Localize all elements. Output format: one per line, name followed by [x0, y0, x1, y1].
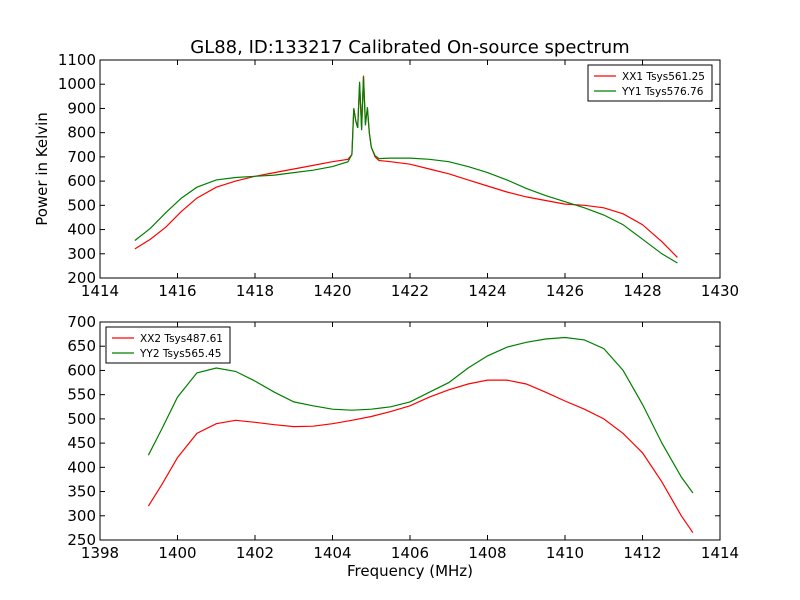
figure-title: GL88, ID:133217 Calibrated On-source spe… — [190, 37, 629, 58]
y-tick-label: 700 — [67, 148, 96, 166]
x-tick-label: 1424 — [468, 282, 506, 300]
y-tick-label: 300 — [67, 507, 96, 525]
y-tick-label: 600 — [67, 172, 96, 190]
y-tick-label: 450 — [67, 434, 96, 452]
legend-label: XX2 Tsys487.61 — [140, 333, 223, 345]
y-tick-label: 250 — [67, 531, 96, 549]
y-tick-label: 550 — [67, 386, 96, 404]
x-tick-label: 1428 — [623, 282, 661, 300]
legend-box — [105, 326, 231, 364]
x-tick-label: 1430 — [701, 282, 739, 300]
y-tick-label: 350 — [67, 483, 96, 501]
x-tick-label: 1400 — [158, 544, 196, 562]
series-line-yy1 — [134, 76, 678, 264]
y-tick-label: 800 — [67, 124, 96, 142]
x-tick-label: 1402 — [236, 544, 274, 562]
x-tick-label: 1426 — [546, 282, 584, 300]
y-tick-label: 650 — [67, 337, 96, 355]
y-tick-label: 1000 — [58, 75, 96, 93]
x-tick-label: 1398 — [81, 544, 119, 562]
x-tick-label: 1422 — [391, 282, 429, 300]
x-tick-label: 1408 — [468, 544, 506, 562]
top-panel: 1414 1416 1418 1420 1422 1424 1426 1428 1430 200 3… — [33, 51, 739, 300]
x-tick-label: 1414 — [81, 282, 119, 300]
legend: XX1 Tsys561.25 YY1 Tsys576.76 — [587, 64, 713, 102]
bottom-panel: 1398 1400 1402 1404 1406 1408 1410 1412 1414 250 3… — [67, 313, 739, 580]
y-tick-label: 300 — [67, 245, 96, 263]
x-tick-label: 1412 — [623, 544, 661, 562]
y-tick-label: 400 — [67, 458, 96, 476]
y-tick-label: 400 — [67, 221, 96, 239]
series-line-xx2 — [147, 379, 694, 534]
x-tick-label: 1414 — [701, 544, 739, 562]
x-tick-label: 1406 — [391, 544, 429, 562]
legend: XX2 Tsys487.61 YY2 Tsys565.45 — [105, 326, 231, 364]
y-tick-label: 500 — [67, 196, 96, 214]
x-tick-label: 1404 — [313, 544, 351, 562]
y-tick-label: 500 — [67, 410, 96, 428]
series-line-yy2 — [147, 336, 694, 494]
x-tick-label: 1410 — [546, 544, 584, 562]
y-tick-label: 700 — [67, 313, 96, 331]
y-tick-label: 1100 — [58, 51, 96, 69]
y-tick-label: 200 — [67, 269, 96, 287]
y-tick-label: 600 — [67, 361, 96, 379]
legend-box — [587, 64, 713, 102]
x-tick-label: 1418 — [236, 282, 274, 300]
legend-label: XX1 Tsys561.25 — [622, 71, 705, 83]
x-tick-label: 1420 — [313, 282, 351, 300]
x-tick-label: 1416 — [158, 282, 196, 300]
legend-label: YY2 Tsys565.45 — [139, 348, 221, 360]
y-tick-label: 900 — [67, 99, 96, 117]
y-axis-label: Power in Kelvin — [33, 112, 51, 226]
legend-label: YY1 Tsys576.76 — [621, 86, 704, 98]
x-axis-label: Frequency (MHz) — [347, 562, 473, 580]
